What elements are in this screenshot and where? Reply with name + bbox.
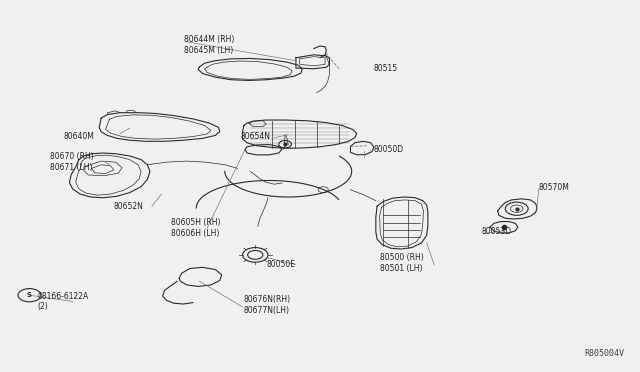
Text: 80652N: 80652N xyxy=(114,202,144,211)
Text: R805004V: R805004V xyxy=(584,349,625,358)
Text: 80515: 80515 xyxy=(374,64,398,73)
Text: 80670 (RH)
80671 (LH): 80670 (RH) 80671 (LH) xyxy=(51,153,94,172)
Text: 08166-6122A
(2): 08166-6122A (2) xyxy=(38,292,89,311)
Text: 80644M (RH)
80645M (LH): 80644M (RH) 80645M (LH) xyxy=(184,35,234,55)
Text: 80570M: 80570M xyxy=(539,183,570,192)
Text: 80050D: 80050D xyxy=(374,145,404,154)
Text: 80500 (RH)
80501 (LH): 80500 (RH) 80501 (LH) xyxy=(380,253,424,273)
Text: 80654N: 80654N xyxy=(241,132,271,141)
Text: 80640M: 80640M xyxy=(63,132,94,141)
Text: 80053D: 80053D xyxy=(482,227,512,236)
Text: 80676N(RH)
80677N(LH): 80676N(RH) 80677N(LH) xyxy=(244,295,291,315)
Text: 80605H (RH)
80606H (LH): 80605H (RH) 80606H (LH) xyxy=(171,218,220,238)
Text: 80050E: 80050E xyxy=(266,260,295,269)
Text: S: S xyxy=(27,292,32,298)
